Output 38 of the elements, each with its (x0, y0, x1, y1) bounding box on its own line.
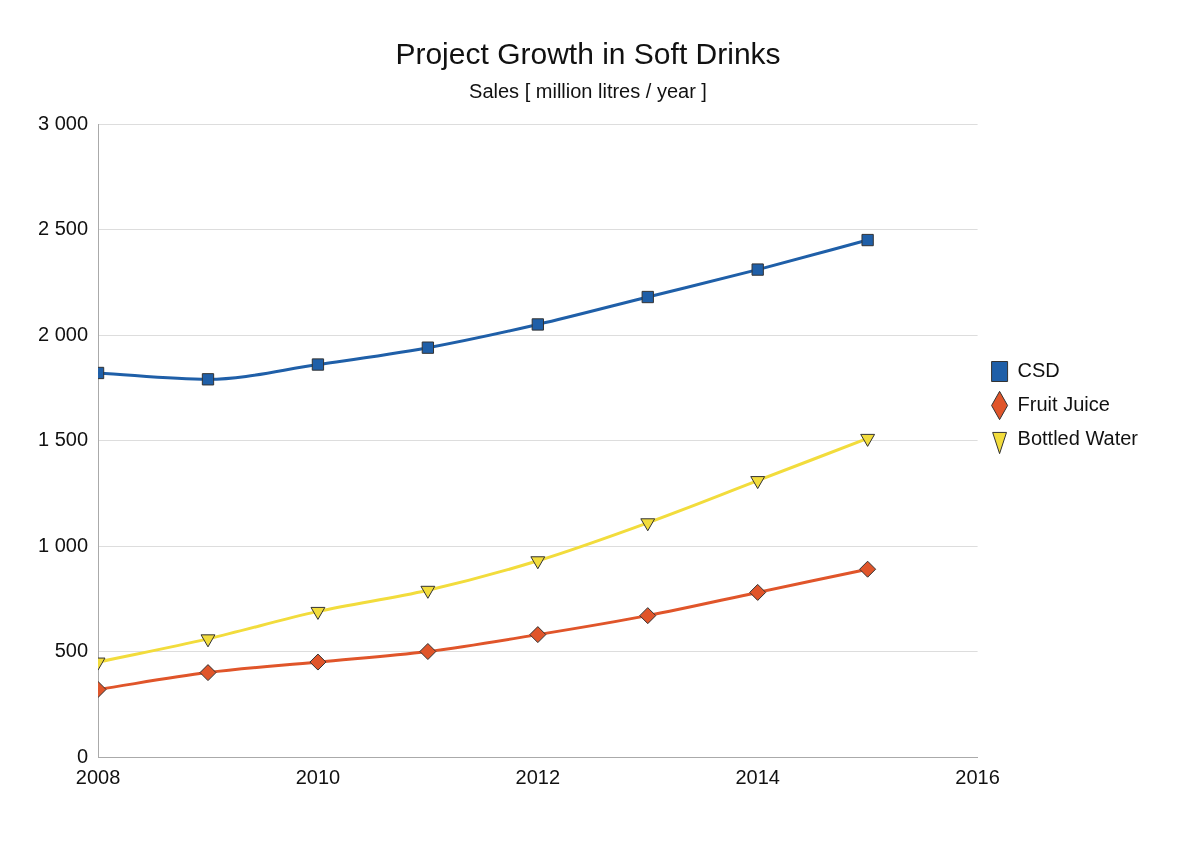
point (421, 341, 435, 354)
point (200, 634, 216, 648)
point (859, 560, 877, 578)
point (861, 233, 874, 247)
point (639, 607, 657, 625)
point (420, 585, 436, 599)
legend-label: Bottled Water (1017, 427, 1139, 450)
point (640, 518, 656, 532)
point (751, 263, 764, 276)
point (310, 606, 326, 620)
point (749, 583, 767, 601)
point (199, 664, 217, 682)
chart-title: Project Growth in Soft Drinks (395, 37, 781, 71)
point (750, 476, 766, 490)
point (529, 626, 547, 644)
point (309, 653, 327, 671)
point (419, 643, 437, 660)
point (530, 556, 546, 570)
point (311, 358, 325, 371)
point (641, 290, 654, 304)
x-tick-label: 2008 (75, 765, 121, 788)
legend-label: CSD (1017, 359, 1060, 382)
x-tick-label: 2010 (295, 765, 341, 788)
point (860, 433, 876, 447)
legend-label: Fruit Juice (1017, 393, 1110, 416)
point (531, 318, 544, 331)
y-tick-label: 2 000 (37, 322, 89, 345)
y-tick-label: 1 500 (37, 428, 89, 451)
y-tick-label: 3 000 (37, 111, 89, 134)
x-tick-label: 2014 (735, 765, 780, 788)
x-tick-label: 2016 (955, 765, 1000, 788)
y-tick-label: 1 000 (37, 533, 89, 556)
chart-subtitle: Sales [ million litres / year ] (469, 79, 707, 102)
y-tick-label: 0 (76, 744, 89, 767)
point (201, 373, 215, 386)
y-tick-label: 2 500 (37, 217, 89, 240)
y-tick-label: 500 (54, 639, 89, 662)
x-tick-label: 2012 (515, 765, 561, 788)
